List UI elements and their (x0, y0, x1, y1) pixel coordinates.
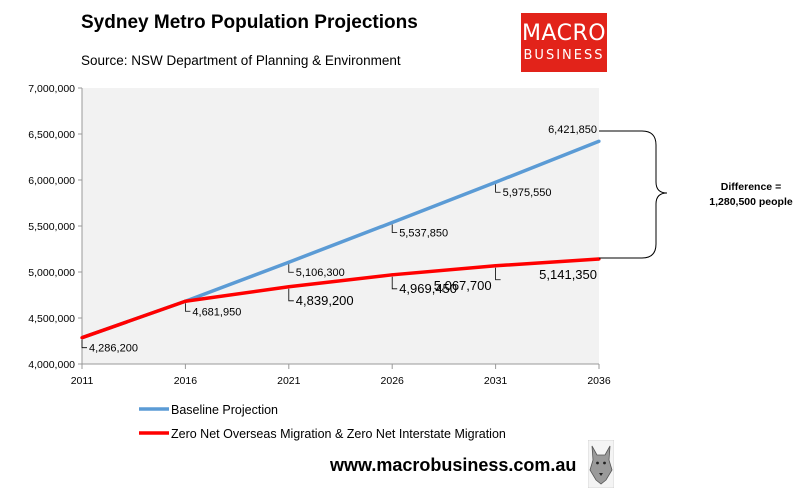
label-leader (495, 184, 501, 193)
legend-label-baseline: Baseline Projection (171, 403, 278, 417)
series-line-zero-migration (81, 257, 600, 340)
label-leader (288, 264, 294, 273)
difference-brace (599, 130, 668, 259)
difference-label-line2: 1,280,500 people (709, 196, 793, 208)
data-label-zero-migration: 4,286,200 (89, 343, 138, 355)
data-point-baseline (390, 220, 394, 225)
data-point-zero-migration (80, 336, 84, 340)
data-point-zero-migration (287, 285, 291, 289)
data-label-zero-migration: 5,141,350 (539, 267, 597, 282)
x-tick-label: 2016 (174, 375, 198, 387)
data-point-zero-migration (494, 264, 498, 268)
plot-area (82, 88, 599, 364)
data-label-baseline: 5,106,300 (296, 267, 345, 279)
y-tick-label: 5,500,000 (28, 221, 75, 233)
y-tick-label: 6,500,000 (28, 129, 75, 141)
data-point-zero-migration (390, 273, 394, 277)
logo-line2: BUSINESS (523, 48, 605, 63)
label-leader (495, 267, 501, 281)
difference-label-line1: Difference = (721, 181, 781, 193)
label-leader (81, 339, 87, 349)
data-point-zero-migration (183, 299, 187, 303)
y-tick-label: 5,000,000 (28, 267, 75, 279)
logo-line1: MACRO (521, 21, 607, 46)
data-label-baseline: 6,421,850 (548, 124, 597, 136)
label-leader (391, 276, 398, 290)
y-tick-label: 7,000,000 (28, 83, 75, 95)
data-point-baseline (287, 260, 291, 264)
y-tick-label: 6,000,000 (28, 175, 75, 187)
y-tick-label: 4,000,000 (28, 359, 75, 371)
website-url: www.macrobusiness.com.au (330, 455, 577, 475)
data-label-zero-migration: 5,067,700 (434, 278, 492, 293)
chart-source: Source: NSW Department of Planning & Env… (81, 53, 401, 68)
x-tick-label: 2036 (587, 375, 611, 387)
data-label-baseline: 5,537,850 (399, 228, 448, 240)
x-tick-label: 2031 (484, 375, 508, 387)
macrobusiness-logo: MACRO BUSINESS (521, 13, 607, 72)
y-tick-label: 4,500,000 (28, 313, 75, 325)
legend-label-zero-migration: Zero Net Overseas Migration & Zero Net I… (171, 427, 506, 441)
x-tick-label: 2026 (381, 375, 405, 387)
wolf-icon (587, 439, 615, 489)
x-tick-label: 2011 (71, 375, 94, 387)
label-leader (185, 303, 191, 312)
chart-title: Sydney Metro Population Projections (81, 12, 418, 33)
x-tick-label: 2021 (277, 375, 301, 387)
data-label-zero-migration: 4,839,200 (296, 293, 354, 308)
data-label-zero-migration: 4,969,450 (399, 281, 457, 296)
label-leader (391, 224, 398, 233)
data-point-baseline (597, 139, 601, 143)
data-point-baseline (494, 180, 498, 184)
data-label-zero-migration: 4,681,950 (192, 306, 241, 318)
label-leader (288, 288, 294, 302)
data-label-baseline: 5,975,550 (503, 187, 552, 199)
